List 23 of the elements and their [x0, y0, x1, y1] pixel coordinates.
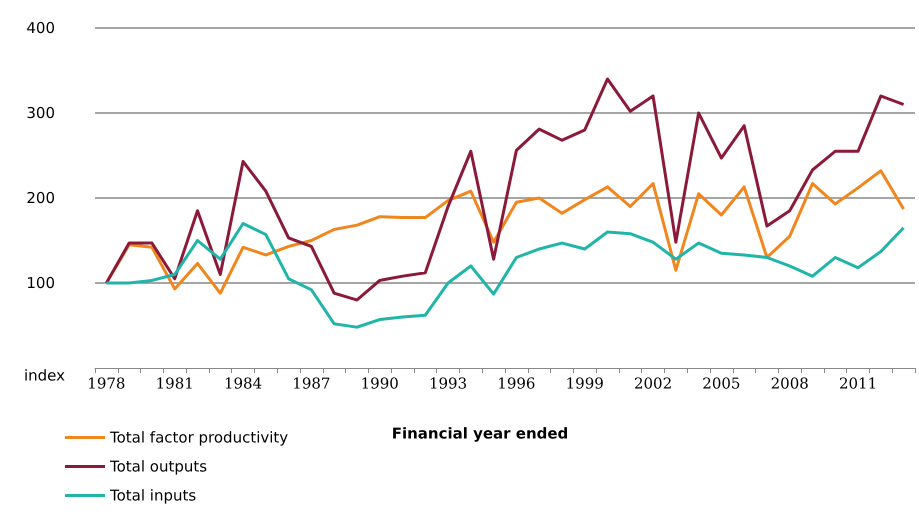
y-tick-label: 200: [26, 189, 55, 207]
x-tick-label: 2005: [702, 374, 740, 392]
x-tick-label: 2002: [634, 374, 672, 392]
legend-label: Total outputs: [109, 458, 208, 476]
line-series: [104, 78, 906, 302]
legend-label: Total factor productivity: [109, 428, 288, 446]
x-tick-label: 2011: [838, 374, 878, 392]
x-tick-label: 1993: [428, 374, 468, 392]
line-series: [104, 222, 906, 329]
y-tick-label: 100: [26, 274, 55, 292]
legend-label: Total inputs: [109, 486, 196, 504]
x-tick-label: 1999: [566, 374, 604, 392]
x-tick-label: 1978: [87, 374, 126, 392]
x-tick-label: 2008: [770, 374, 809, 392]
x-tick-label: 1987: [292, 374, 330, 392]
x-tick-label: 1990: [360, 374, 399, 392]
x-axis-title: Financial year ended: [392, 424, 568, 442]
x-tick-label: 1996: [497, 374, 536, 392]
y-axis-title: index: [24, 366, 66, 384]
x-tick-label: 1984: [224, 374, 262, 392]
y-tick-label: 300: [26, 104, 55, 122]
x-tick-label: 1981: [156, 374, 194, 392]
y-tick-label: 400: [26, 19, 55, 37]
